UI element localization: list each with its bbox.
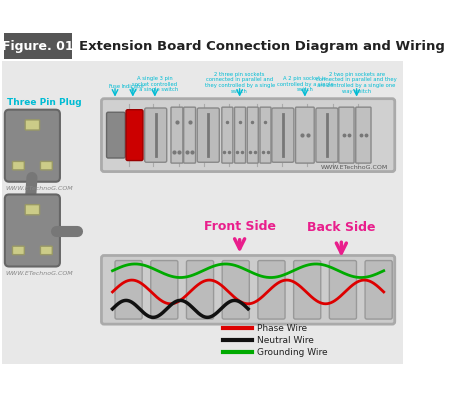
FancyBboxPatch shape — [171, 107, 183, 163]
FancyBboxPatch shape — [186, 260, 214, 319]
Text: Extension Board Connection Diagram and Wiring: Extension Board Connection Diagram and W… — [79, 40, 445, 53]
FancyBboxPatch shape — [102, 255, 395, 324]
FancyBboxPatch shape — [40, 162, 53, 170]
FancyBboxPatch shape — [25, 120, 40, 130]
FancyBboxPatch shape — [247, 107, 258, 163]
FancyBboxPatch shape — [25, 204, 40, 215]
FancyBboxPatch shape — [294, 260, 321, 319]
Text: A single 3 pin
socket controlled
by a single switch: A single 3 pin socket controlled by a si… — [131, 76, 178, 92]
Text: Indicator: Indicator — [121, 84, 145, 89]
Text: Front Side: Front Side — [203, 219, 276, 232]
Text: Phase Wire: Phase Wire — [256, 324, 307, 333]
Text: WWW.ETechnoG.COM: WWW.ETechnoG.COM — [6, 186, 73, 191]
FancyBboxPatch shape — [296, 107, 314, 163]
FancyBboxPatch shape — [222, 107, 233, 163]
Text: Grounding Wire: Grounding Wire — [256, 348, 327, 357]
FancyBboxPatch shape — [235, 107, 245, 163]
FancyBboxPatch shape — [12, 162, 24, 170]
Text: 2 two pin sockets are
connected in parallel and they
are controlled by a single : 2 two pin sockets are connected in paral… — [316, 72, 397, 94]
FancyBboxPatch shape — [106, 112, 125, 158]
FancyBboxPatch shape — [5, 195, 60, 266]
FancyBboxPatch shape — [272, 108, 294, 162]
FancyBboxPatch shape — [40, 246, 53, 255]
FancyBboxPatch shape — [5, 110, 60, 182]
FancyBboxPatch shape — [151, 260, 178, 319]
FancyBboxPatch shape — [2, 30, 403, 61]
Text: Back Side: Back Side — [307, 221, 376, 234]
FancyBboxPatch shape — [4, 33, 72, 59]
Text: Neutral Wire: Neutral Wire — [256, 336, 314, 345]
FancyBboxPatch shape — [329, 260, 357, 319]
FancyBboxPatch shape — [356, 107, 371, 163]
Text: A 2 pin socket is
controlled by a single
switch: A 2 pin socket is controlled by a single… — [277, 76, 333, 92]
Text: 2 three pin sockets
connected in parallel and
they controlled by a single
switch: 2 three pin sockets connected in paralle… — [204, 72, 275, 94]
FancyBboxPatch shape — [12, 246, 24, 255]
FancyBboxPatch shape — [260, 107, 271, 163]
FancyBboxPatch shape — [258, 260, 285, 319]
Text: Fuse: Fuse — [109, 84, 121, 89]
Text: Figure. 01: Figure. 01 — [2, 40, 74, 53]
FancyBboxPatch shape — [184, 107, 195, 163]
FancyBboxPatch shape — [316, 108, 338, 162]
FancyBboxPatch shape — [102, 98, 395, 171]
FancyBboxPatch shape — [115, 260, 142, 319]
FancyBboxPatch shape — [365, 260, 392, 319]
Text: Three Pin Plug: Three Pin Plug — [8, 98, 82, 107]
FancyBboxPatch shape — [339, 107, 354, 163]
FancyBboxPatch shape — [222, 260, 249, 319]
FancyBboxPatch shape — [145, 108, 166, 162]
Text: WWW.ETechnoG.COM: WWW.ETechnoG.COM — [321, 165, 388, 170]
Text: WWW.ETechnoG.COM: WWW.ETechnoG.COM — [6, 271, 73, 276]
FancyBboxPatch shape — [2, 61, 403, 364]
FancyBboxPatch shape — [126, 110, 143, 160]
FancyBboxPatch shape — [197, 108, 219, 162]
